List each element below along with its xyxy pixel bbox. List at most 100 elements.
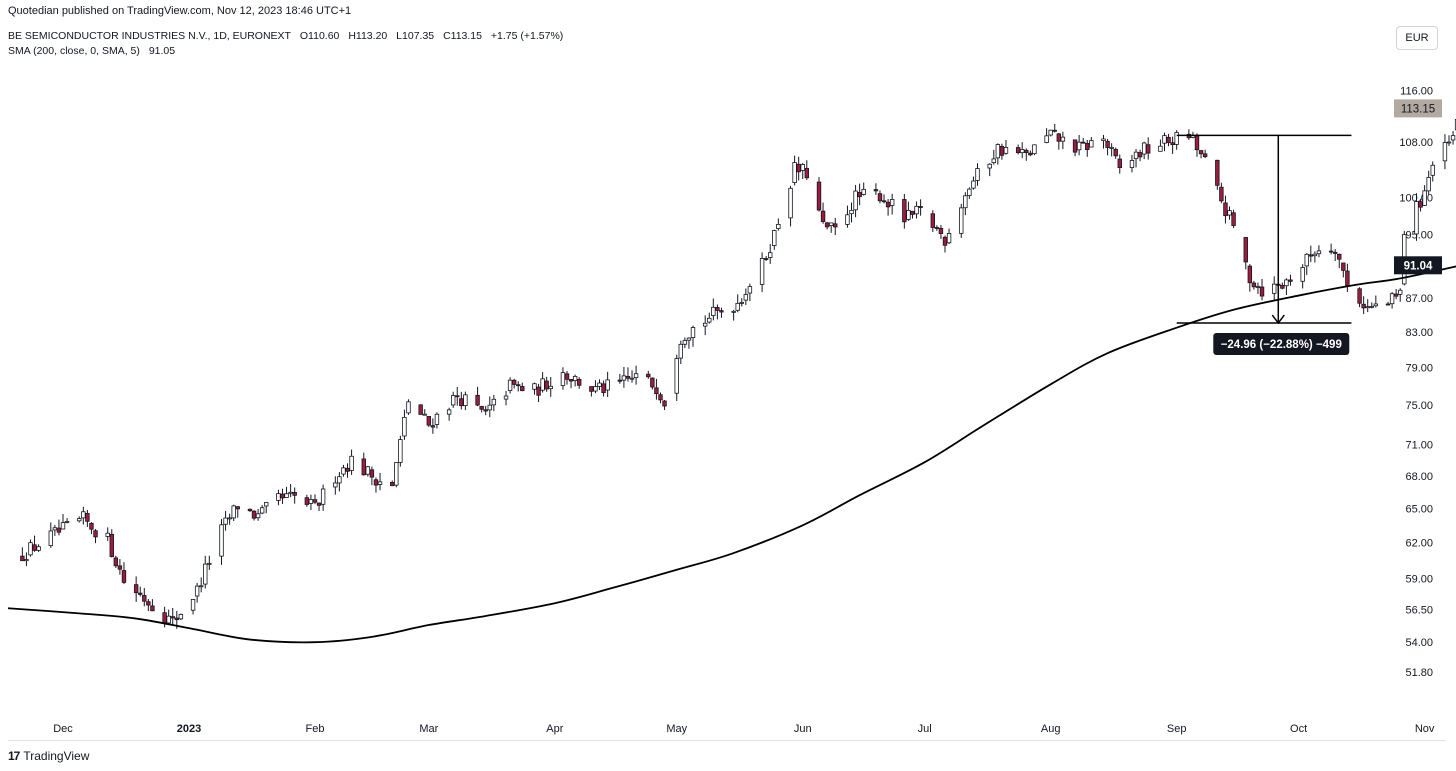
candle-body [426, 416, 432, 426]
candle-body [816, 181, 822, 211]
candle-body [251, 510, 257, 519]
candle-body [316, 502, 322, 506]
candle-body [402, 416, 407, 437]
candle-body [231, 505, 236, 519]
candle-body [288, 491, 293, 494]
high-value: H113.20 [348, 30, 388, 42]
candle-body [678, 343, 684, 359]
candle-body [345, 467, 350, 472]
candle-body [991, 158, 996, 164]
tradingview-brand[interactable]: 17 TradingView [8, 749, 89, 763]
candle-body [597, 382, 602, 387]
price-tick-label: 79.00 [1405, 363, 1433, 375]
candle-body [674, 358, 679, 394]
candle-body [487, 404, 492, 411]
price-tick-label: 75.00 [1405, 400, 1433, 412]
time-tick-label: Apr [546, 723, 563, 735]
candle-body [1369, 305, 1374, 308]
brand-name: TradingView [23, 749, 90, 763]
candle-body [1202, 153, 1208, 158]
candle-body [422, 413, 427, 416]
candle-body [276, 493, 281, 501]
candle-body [28, 542, 33, 556]
candle-body [333, 482, 338, 488]
price-tick-label: 56.50 [1405, 605, 1433, 617]
candle-body [772, 230, 777, 246]
price-tick-label: 87.00 [1405, 293, 1433, 305]
time-tick-label: Jun [794, 723, 812, 735]
candle-body [1361, 303, 1366, 309]
price-tick-label: 68.00 [1405, 471, 1433, 483]
candle-body [390, 481, 395, 487]
candle-body [109, 533, 114, 557]
candle-body [1219, 186, 1224, 202]
candle-body [142, 595, 147, 602]
candle-body [564, 373, 570, 380]
candle-body [1223, 202, 1228, 217]
candle-body [369, 469, 375, 478]
candle-body [446, 409, 452, 415]
candle-body [479, 406, 484, 410]
candle-body [930, 213, 936, 228]
candle-body [1288, 279, 1293, 282]
candle-body [1048, 129, 1053, 136]
candle-body [1418, 201, 1423, 208]
candle-body [536, 386, 541, 396]
candle-body [1015, 147, 1021, 154]
time-tick-label: Jul [918, 723, 932, 735]
candle-body [576, 378, 582, 386]
candle-body [682, 340, 688, 345]
candle-body [804, 168, 810, 179]
candle-body [934, 227, 940, 229]
candle-body [967, 188, 972, 197]
symbol-title[interactable]: BE SEMICONDUCTOR INDUSTRIES N.V., 1D, EU… [8, 30, 291, 42]
candle-body [572, 375, 578, 381]
candle-body [662, 400, 667, 407]
candle-body [1231, 212, 1236, 226]
candle-body [910, 210, 915, 215]
candle-body [625, 376, 631, 379]
indicator-legend: SMA (200, close, 0, SMA, 5) 91.05 [8, 45, 181, 57]
candle-body [1101, 138, 1106, 142]
candle-body [707, 317, 712, 323]
candle-body [995, 144, 1001, 159]
currency-button[interactable]: EUR [1396, 26, 1438, 50]
candle-body [824, 222, 830, 228]
candle-body [1141, 142, 1147, 155]
candle-body [483, 409, 488, 412]
candle-body [1085, 143, 1090, 151]
candle-body [1089, 140, 1094, 148]
candle-body [1076, 141, 1082, 151]
candle-body [138, 592, 143, 595]
candle-body [768, 252, 773, 258]
candle-body [885, 201, 891, 208]
indicator-title[interactable]: SMA (200, close, 0, SMA, 5) [8, 45, 140, 57]
candle-body [1215, 159, 1220, 186]
candle-body [1158, 145, 1163, 152]
candle-body [1393, 293, 1399, 297]
candle-body [1052, 129, 1057, 132]
candle-body [1422, 190, 1427, 206]
candle-body [81, 511, 86, 519]
candle-body [1316, 250, 1322, 255]
candle-body [1162, 135, 1167, 144]
price-tick-label: 65.00 [1405, 503, 1433, 515]
candle-body [796, 163, 801, 173]
candle-body [646, 373, 651, 378]
candles [20, 119, 1456, 629]
candle-body [971, 180, 976, 189]
candle-body [247, 508, 253, 512]
candle-body [1357, 288, 1362, 304]
candle-body [166, 615, 171, 624]
candle-body [1129, 160, 1135, 168]
candle-body [1170, 142, 1175, 146]
measure-label-box [1213, 333, 1350, 356]
candle-body [987, 163, 992, 169]
time-tick-label: Oct [1290, 723, 1307, 735]
candle-body [207, 562, 212, 565]
candle-body [540, 378, 545, 391]
candle-body [601, 383, 606, 394]
candle-body [520, 386, 525, 392]
candle-body [1426, 176, 1431, 192]
